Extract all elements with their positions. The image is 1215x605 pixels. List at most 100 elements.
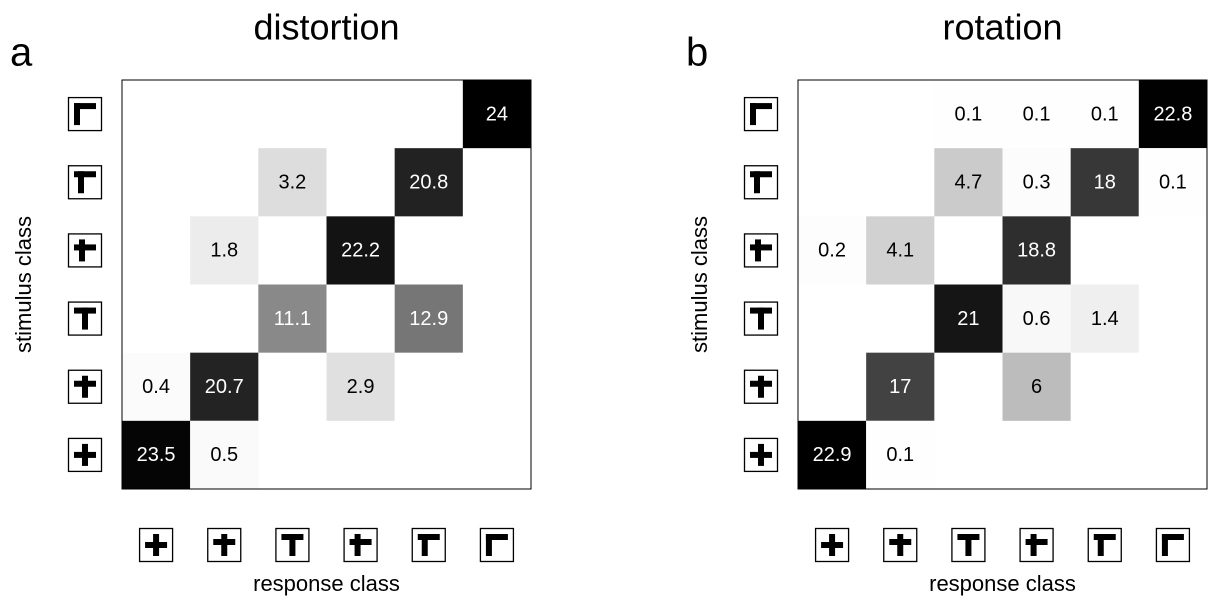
heat-cell (1138, 148, 1207, 217)
class-icon (67, 369, 103, 404)
heat-cell (258, 284, 327, 353)
icon-frame (1087, 527, 1122, 563)
x-axis-label: response class (253, 571, 400, 596)
heat-cell (1002, 216, 1071, 285)
icon-glyph (417, 534, 440, 540)
class-icon (743, 96, 779, 132)
heat-cell (258, 148, 327, 217)
cell-label: 17 (889, 376, 911, 398)
icon-glyph (750, 103, 772, 110)
heat-cell (934, 148, 1003, 217)
heat-cell (866, 216, 935, 285)
cell-label: 3.2 (279, 172, 307, 194)
icon-glyph (74, 171, 96, 178)
icon-glyph (421, 534, 428, 556)
cell-label: 0.1 (886, 444, 914, 466)
heat-cell (1138, 80, 1207, 149)
cell-label: 11.1 (274, 308, 311, 330)
cell-label: 1.4 (1091, 308, 1119, 330)
heat-cell (122, 352, 191, 421)
heat-cell (1070, 148, 1139, 217)
cell-label: 0.1 (1091, 103, 1119, 125)
heat-cell (1002, 284, 1071, 353)
icon-frame (67, 96, 103, 132)
icon-frame (479, 527, 515, 563)
x-axis-label: response class (929, 571, 1076, 596)
icon-glyph (754, 171, 760, 194)
icon-glyph (758, 307, 764, 330)
icon-glyph (78, 171, 84, 194)
cell-label: 22.8 (1153, 103, 1192, 125)
cell-label: 0.4 (142, 376, 170, 398)
icon-frame (67, 165, 103, 200)
class-icon (411, 527, 446, 563)
class-icon (1087, 527, 1122, 563)
heat-cell (326, 216, 395, 285)
icon-glyph (1161, 534, 1184, 540)
panel-label: b (686, 31, 708, 75)
cell-label: 23.5 (137, 444, 176, 466)
cell-label: 0.1 (955, 103, 983, 125)
panel-label: a (10, 31, 33, 75)
heat-cell (866, 352, 935, 421)
cell-label: 22.2 (341, 240, 380, 262)
class-icon (743, 165, 779, 200)
class-icon (479, 527, 515, 563)
icon-glyph (289, 534, 296, 556)
heat-cell (798, 216, 867, 285)
class-icon (743, 301, 779, 336)
heat-cell (190, 352, 259, 421)
heat-cell (1002, 148, 1071, 217)
heat-cell (866, 420, 935, 489)
icon-glyph (74, 103, 80, 126)
heat-cell (798, 420, 867, 489)
icon-glyph (74, 103, 96, 110)
icon-glyph (829, 534, 836, 556)
icon-glyph (79, 239, 85, 262)
icon-glyph (354, 534, 361, 556)
class-icon (207, 527, 242, 563)
icon-glyph (82, 307, 88, 330)
chart-title: rotation (942, 7, 1062, 48)
cell-label: 22.9 (813, 444, 852, 466)
cell-label: 0.3 (1023, 172, 1051, 194)
cell-label: 18.8 (1017, 240, 1056, 262)
class-icon (275, 527, 310, 563)
icon-glyph (221, 534, 228, 556)
class-icon (814, 527, 850, 563)
y-axis-label: stimulus class (11, 216, 36, 353)
icon-glyph (750, 171, 772, 178)
icon-glyph (1030, 534, 1037, 556)
heat-cell (394, 284, 463, 353)
icon-glyph (758, 375, 764, 398)
heat-cell (394, 148, 463, 217)
heat-cell (1002, 352, 1071, 421)
cell-label: 24 (486, 103, 508, 125)
cell-label: 4.7 (955, 172, 983, 194)
class-icon (1155, 527, 1191, 563)
cell-label: 0.1 (1159, 172, 1187, 194)
class-icon (883, 527, 918, 563)
icon-glyph (1097, 534, 1104, 556)
class-icon (743, 233, 779, 268)
class-icon (1019, 527, 1054, 563)
heat-cell (462, 80, 531, 149)
cell-label: 0.5 (210, 444, 238, 466)
heat-cell (1070, 80, 1139, 149)
class-icon (67, 165, 103, 200)
cell-label: 1.8 (210, 240, 238, 262)
y-axis-label: stimulus class (687, 216, 712, 353)
heat-cell (1070, 284, 1139, 353)
heat-cell (934, 80, 1003, 149)
cell-label: 18 (1094, 172, 1116, 194)
cell-label: 0.1 (1023, 103, 1051, 125)
cell-label: 20.8 (409, 172, 448, 194)
cell-label: 21 (957, 308, 979, 330)
heat-cell (326, 352, 395, 421)
plot-border (797, 79, 1208, 490)
cell-label: 2.9 (347, 376, 375, 398)
cell-label: 12.9 (409, 308, 448, 330)
class-icon (743, 437, 779, 473)
class-icon (67, 96, 103, 132)
